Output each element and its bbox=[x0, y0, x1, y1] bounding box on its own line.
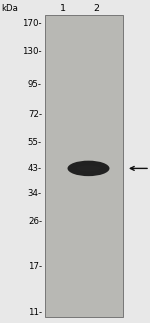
Text: kDa: kDa bbox=[2, 4, 18, 13]
Text: 130-: 130- bbox=[22, 47, 42, 56]
Text: 1: 1 bbox=[60, 4, 66, 13]
Ellipse shape bbox=[77, 165, 100, 172]
Text: 2: 2 bbox=[93, 4, 99, 13]
Text: 34-: 34- bbox=[28, 189, 42, 198]
Text: 11-: 11- bbox=[28, 307, 42, 317]
Ellipse shape bbox=[68, 161, 110, 176]
Text: 95-: 95- bbox=[28, 80, 42, 89]
Bar bbox=[45, 15, 123, 317]
Text: 72-: 72- bbox=[28, 109, 42, 119]
Text: 26-: 26- bbox=[28, 217, 42, 226]
Text: 55-: 55- bbox=[28, 138, 42, 147]
Text: 17-: 17- bbox=[28, 262, 42, 271]
Text: 43-: 43- bbox=[28, 164, 42, 173]
Text: 170-: 170- bbox=[22, 19, 42, 28]
